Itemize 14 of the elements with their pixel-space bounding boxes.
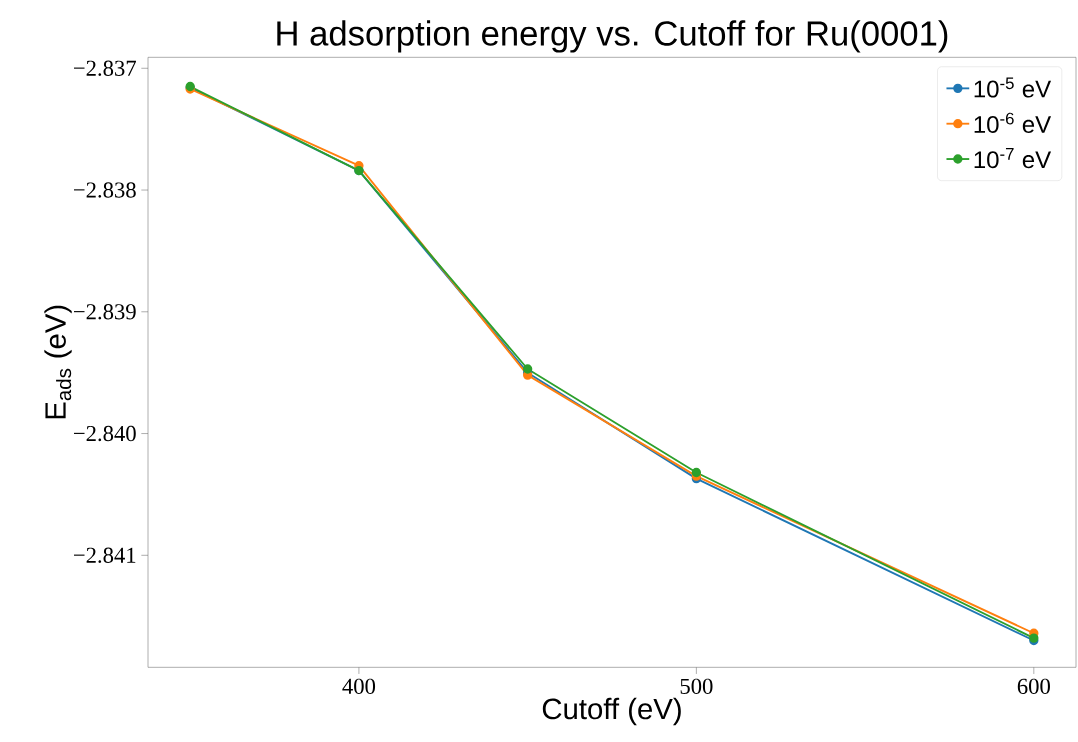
y-tick-label: −2.840 <box>73 425 136 442</box>
y-tick-label: −2.837 <box>73 60 136 76</box>
chart-title: H adsorption energy vs. Cutoff for Ru(0001) <box>277 20 948 53</box>
x-tick-label: 600 <box>1017 678 1050 694</box>
legend-label: 10$^{-5}$ eV <box>974 77 1052 98</box>
x-tick-label: 400 <box>342 678 376 694</box>
y-tick-label: −2.839 <box>73 304 136 320</box>
y-tick-label: −2.838 <box>73 182 136 198</box>
y-axis-title: E$_{ads}$ (eV) <box>44 305 72 419</box>
y-tick-label: −2.841 <box>73 547 136 563</box>
legend-label: 10$^{-7}$ eV <box>974 148 1052 169</box>
x-tick-label: 500 <box>680 678 713 694</box>
x-axis-title: Cutoff (eV) <box>542 697 681 726</box>
legend-label: 10$^{-6}$ eV <box>974 112 1052 133</box>
